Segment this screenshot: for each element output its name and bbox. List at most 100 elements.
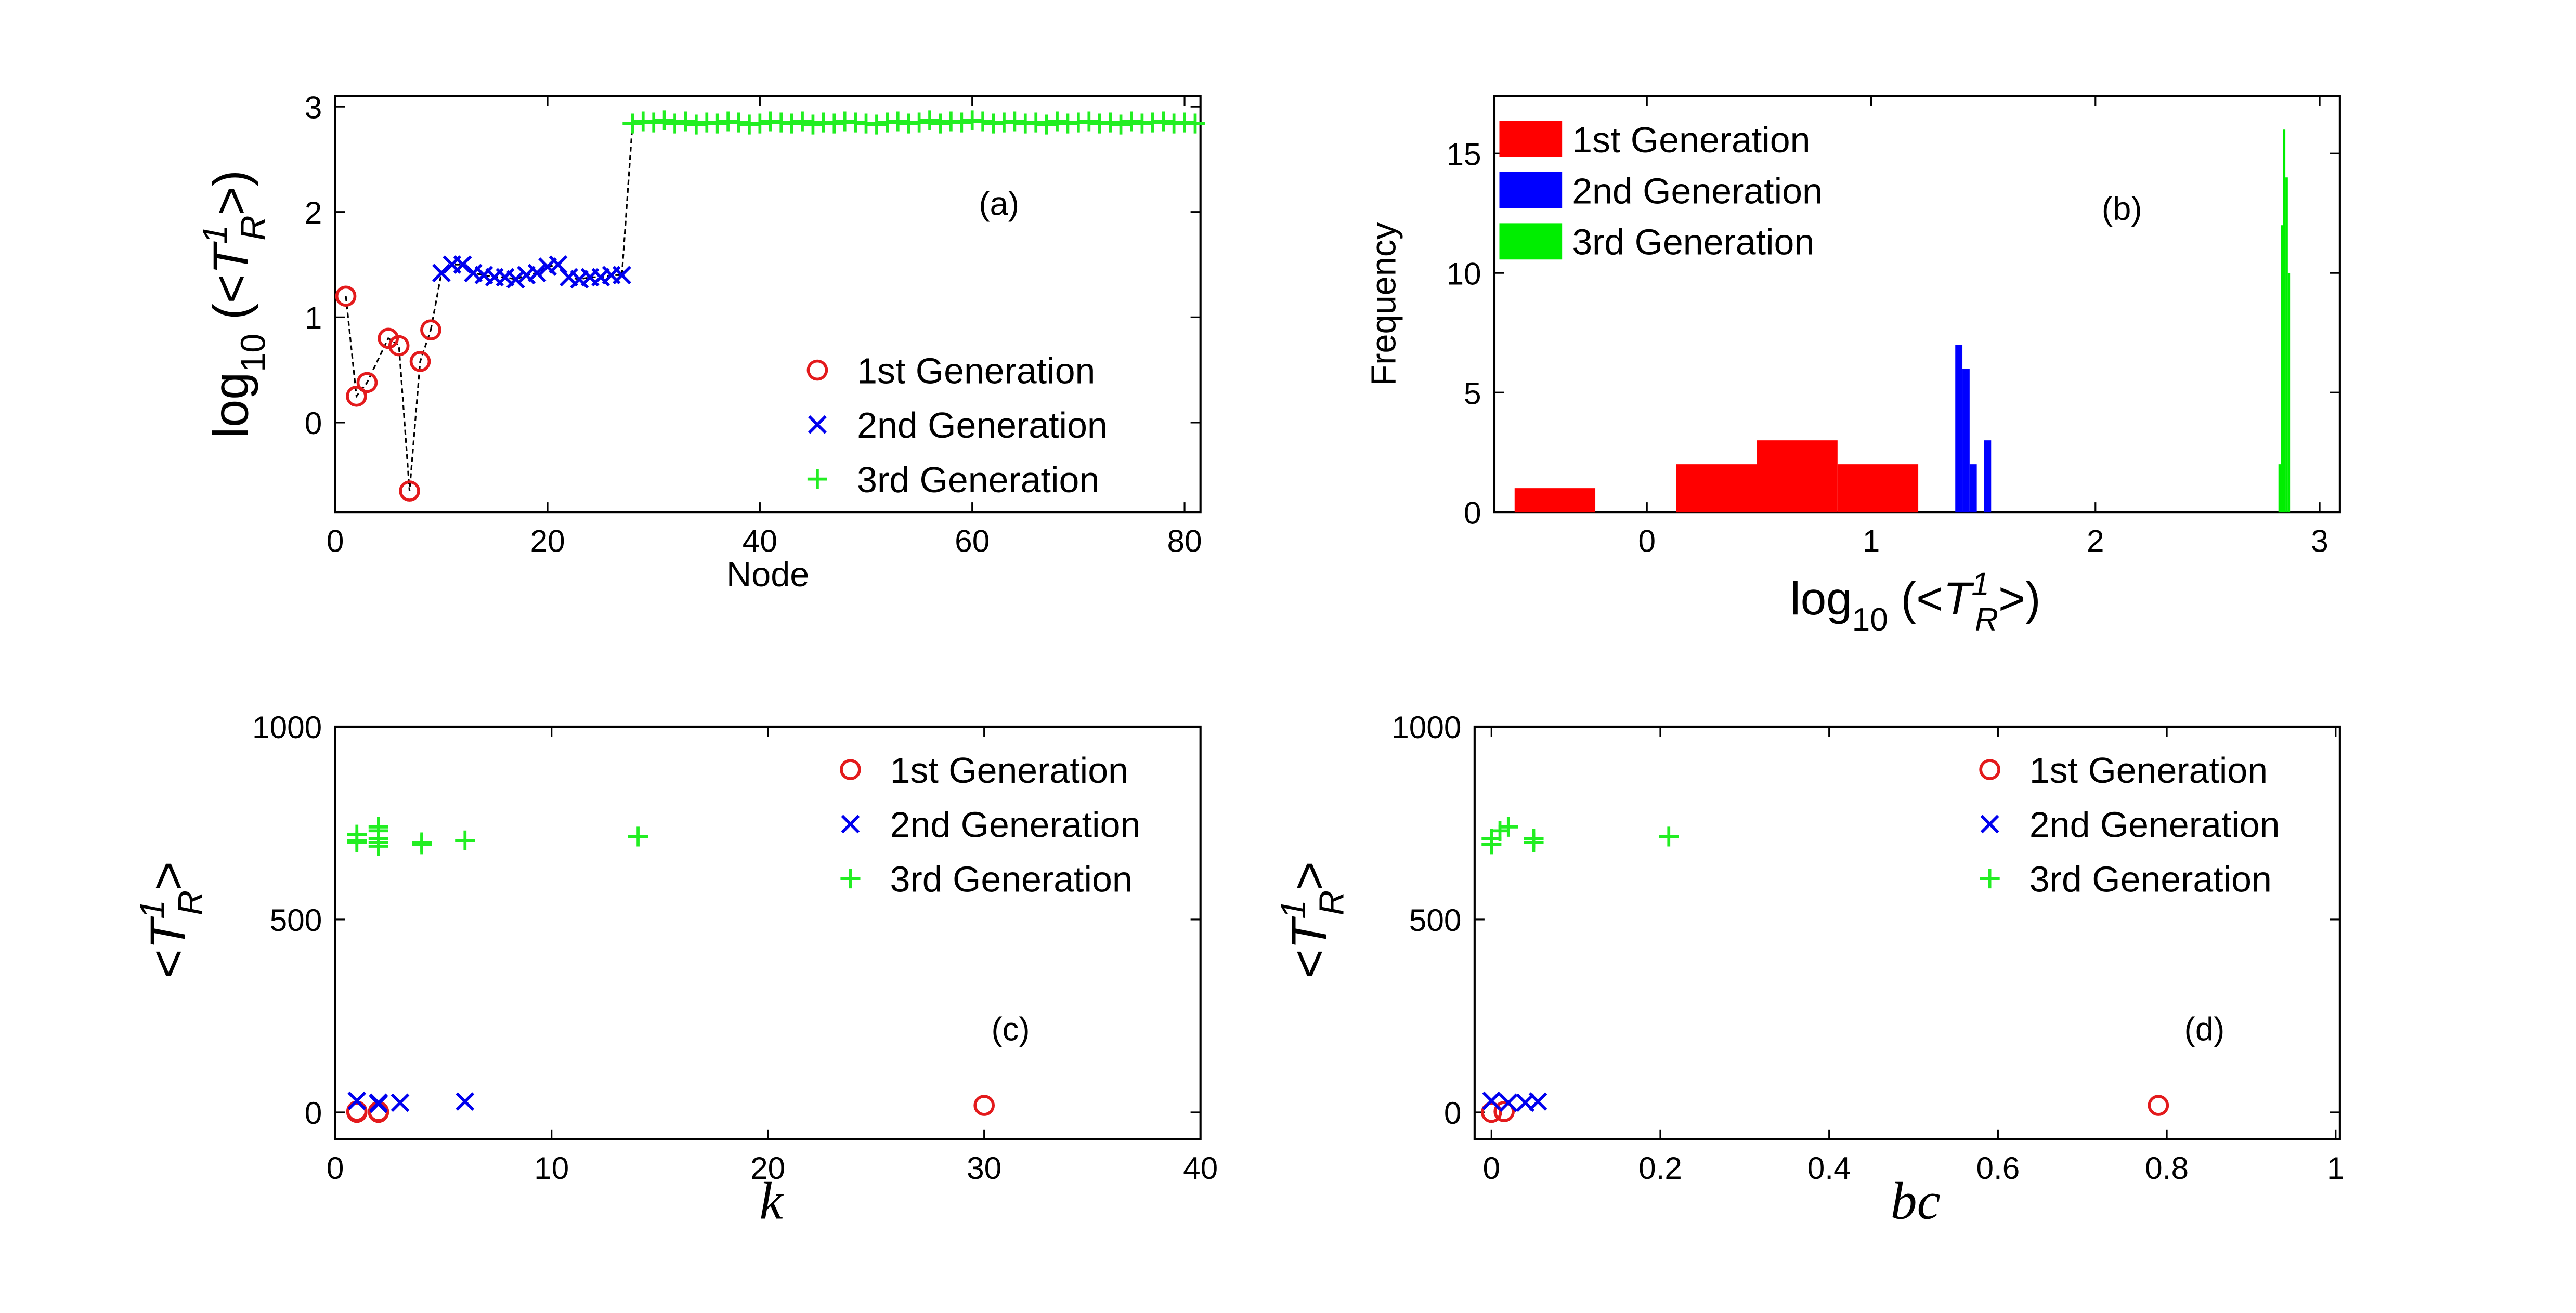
y-tick-label: 0	[305, 405, 322, 441]
label-part: log	[1790, 573, 1852, 624]
axes-box	[1473, 725, 2341, 1140]
x-tick-label: 1	[2327, 1150, 2345, 1186]
bar	[1984, 440, 1992, 513]
x-tick-label: 30	[967, 1150, 1001, 1186]
data-point	[346, 385, 367, 407]
data-point	[347, 824, 367, 845]
legend-label: 1st Generation	[857, 350, 1095, 391]
data-point	[665, 113, 685, 134]
y-tick-label: 10	[1446, 256, 1481, 291]
data-point	[1047, 111, 1068, 132]
data-point	[654, 110, 674, 130]
legend-marker	[808, 415, 827, 434]
bar	[1969, 464, 1977, 513]
label-part: (<	[1888, 573, 1943, 624]
label-part: >	[141, 861, 196, 890]
data-point	[1036, 114, 1057, 135]
data-point	[888, 111, 908, 132]
legend-marker	[1980, 869, 2000, 889]
legend-marker	[840, 759, 861, 780]
data-point	[686, 114, 706, 135]
x-tick-label: 1	[1863, 523, 1880, 558]
data-point	[455, 830, 475, 850]
data-point	[1498, 817, 1518, 837]
x-axis-label: log10 (<T1 R>)	[1790, 567, 2041, 638]
bar	[2283, 129, 2286, 513]
x-tick-label: 20	[750, 1150, 785, 1186]
legend-label: 1st Generation	[1572, 120, 1810, 160]
bar	[1962, 369, 1970, 513]
bar	[2287, 273, 2291, 513]
data-point	[1659, 826, 1679, 847]
data-point	[1499, 1093, 1518, 1112]
annotation: (b)	[2102, 191, 2142, 227]
x-tick-label: 0	[327, 1150, 344, 1186]
x-tick-label: 0	[327, 523, 344, 558]
y-tick-label: 0	[1464, 495, 1481, 530]
label-part: >)	[203, 170, 258, 215]
data-point	[391, 1093, 410, 1112]
y-tick-label: 1	[305, 300, 322, 336]
label-part: R	[1975, 602, 1998, 638]
data-point	[347, 1091, 367, 1110]
y-axis-label: <T1R>	[134, 861, 210, 978]
data-point	[369, 1094, 388, 1113]
data-point	[1528, 1092, 1547, 1111]
label-part: T	[141, 916, 196, 949]
y-axis-label: <T1R>	[1274, 861, 1351, 978]
data-point	[420, 319, 441, 340]
data-point	[1482, 1091, 1501, 1110]
x-tick-label: 40	[1183, 1150, 1218, 1186]
data-point	[1153, 111, 1174, 132]
legend-label: 3rd Generation	[890, 859, 1133, 900]
x-axis-label: Node	[726, 556, 809, 594]
data-point	[378, 327, 399, 349]
legend-label: 1st Generation	[890, 750, 1128, 791]
data-point	[1111, 114, 1131, 135]
data-point	[824, 113, 844, 134]
y-tick-label: 0	[305, 1095, 322, 1131]
label-part: 10	[235, 334, 273, 372]
label-part: log	[203, 372, 258, 438]
data-point	[919, 110, 940, 130]
data-point	[1185, 113, 1205, 134]
label-part: T	[1943, 573, 1974, 624]
data-point	[707, 113, 727, 134]
legend-marker	[840, 869, 861, 889]
legend-label: 3rd Generation	[1572, 222, 1814, 262]
data-point	[973, 111, 993, 132]
data-point	[866, 114, 887, 135]
data-point	[1524, 829, 1544, 849]
label-part: 1	[1274, 900, 1313, 919]
data-point	[909, 112, 929, 133]
data-point	[388, 335, 410, 357]
data-point	[750, 113, 770, 134]
data-point	[628, 826, 648, 847]
data-point	[803, 114, 823, 135]
data-point	[368, 817, 388, 837]
annotation: (d)	[2184, 1011, 2225, 1047]
data-point	[792, 111, 813, 132]
legend-label: 3rd Generation	[857, 459, 1099, 500]
bar	[2285, 177, 2288, 513]
legend-label: 2nd Generation	[857, 405, 1108, 445]
label-part: T	[203, 241, 258, 274]
label-part: 10	[1852, 602, 1888, 638]
label-part: <	[1282, 949, 1337, 978]
data-point	[506, 270, 525, 289]
bar	[1837, 464, 1919, 513]
annotation: (a)	[979, 186, 1019, 222]
data-point	[675, 111, 696, 132]
x-tick-label: 0.6	[1976, 1150, 2020, 1186]
y-tick-label: 1000	[252, 710, 322, 745]
data-point	[1121, 111, 1142, 132]
data-point	[930, 113, 951, 134]
x-tick-label: 0.4	[1807, 1150, 1851, 1186]
y-tick-label: 1000	[1391, 710, 1461, 745]
data-point	[356, 372, 378, 393]
legend-label: 3rd Generation	[2029, 859, 2272, 900]
legend-swatch	[1499, 172, 1563, 208]
